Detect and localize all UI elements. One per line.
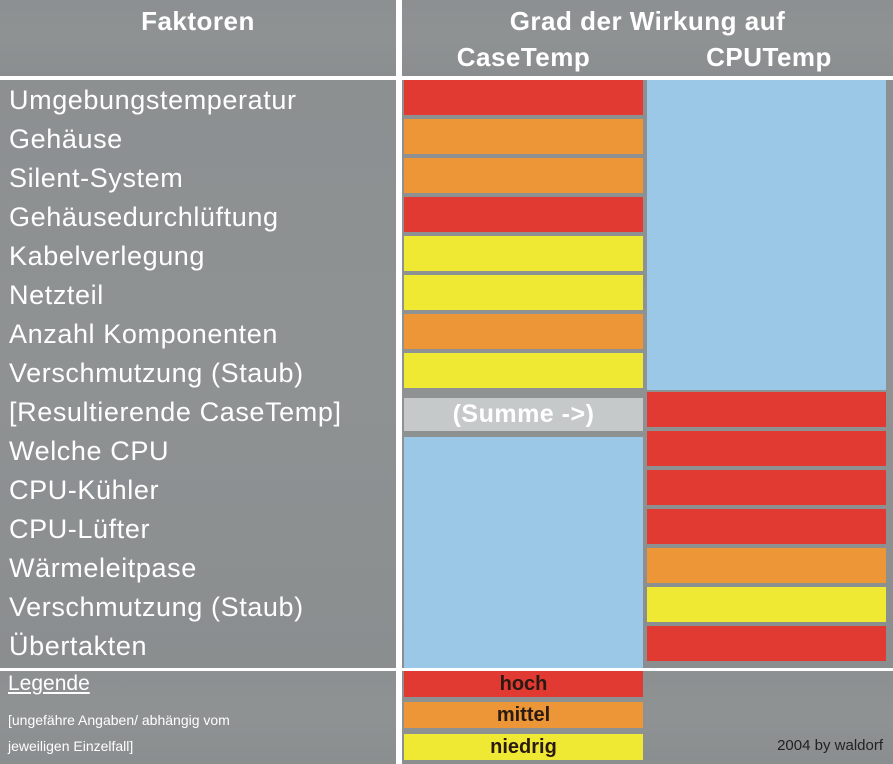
factor-label: Kabelverlegung [9,241,206,271]
header-factors: Faktoren [141,6,255,36]
casetemp-cell [404,197,643,232]
legend-note-line1: [ungefähre Angaben/ abhängig vom [8,712,230,728]
cputemp-cell [647,626,886,661]
header-effect: Grad der Wirkung auf [509,6,786,36]
header-factors-cell [0,0,396,76]
casetemp-cell [404,236,643,271]
legend-niedrig: niedrig [404,734,643,760]
legend-mittel: mittel [404,702,643,728]
casetemp-cell [404,80,643,115]
factor-label: Umgebungstemperatur [9,85,297,115]
factor-label: Silent-System [9,163,184,193]
header-effect-cell [402,0,893,76]
sum-cell: (Summe ->) [404,398,643,431]
factor-label: Verschmutzung (Staub) [9,592,304,622]
factor-label: Gehäusedurchlüftung [9,202,279,232]
cputemp-cell [647,470,886,505]
header-casetemp: CaseTemp [456,42,591,72]
factor-label: Netzteil [9,280,104,310]
factors-column [0,80,396,668]
cputemp-blank-area [647,80,886,390]
cputemp-cell [647,587,886,622]
casetemp-cell [404,353,643,388]
casetemp-blank-area [404,437,643,668]
factor-label: Anzahl Komponenten [9,319,278,349]
cputemp-cell [647,431,886,466]
factor-label: Welche CPU [9,436,170,466]
legend-hoch: hoch [404,671,643,697]
factor-label: CPU-Lüfter [9,514,151,544]
credit: 2004 by waldorf [777,737,883,754]
casetemp-cell [404,158,643,193]
casetemp-cell [404,314,643,349]
factor-label: Verschmutzung (Staub) [9,358,304,388]
legend-title: Legende [8,672,90,695]
factor-label: Wärmeleitpase [9,553,197,583]
casetemp-cell [404,275,643,310]
factor-label: Übertakten [9,631,148,661]
factor-label: CPU-Kühler [9,475,160,505]
cputemp-cell [647,392,886,427]
header-cputemp: CPUTemp [706,42,832,72]
cputemp-cell [647,548,886,583]
legend-note-line2: jeweiligen Einzelfall] [8,738,134,754]
factor-label: [Resultierende CaseTemp] [9,397,342,427]
factor-label: Gehäuse [9,124,123,154]
cputemp-cell [647,509,886,544]
casetemp-cell [404,119,643,154]
legend-area [0,671,396,764]
